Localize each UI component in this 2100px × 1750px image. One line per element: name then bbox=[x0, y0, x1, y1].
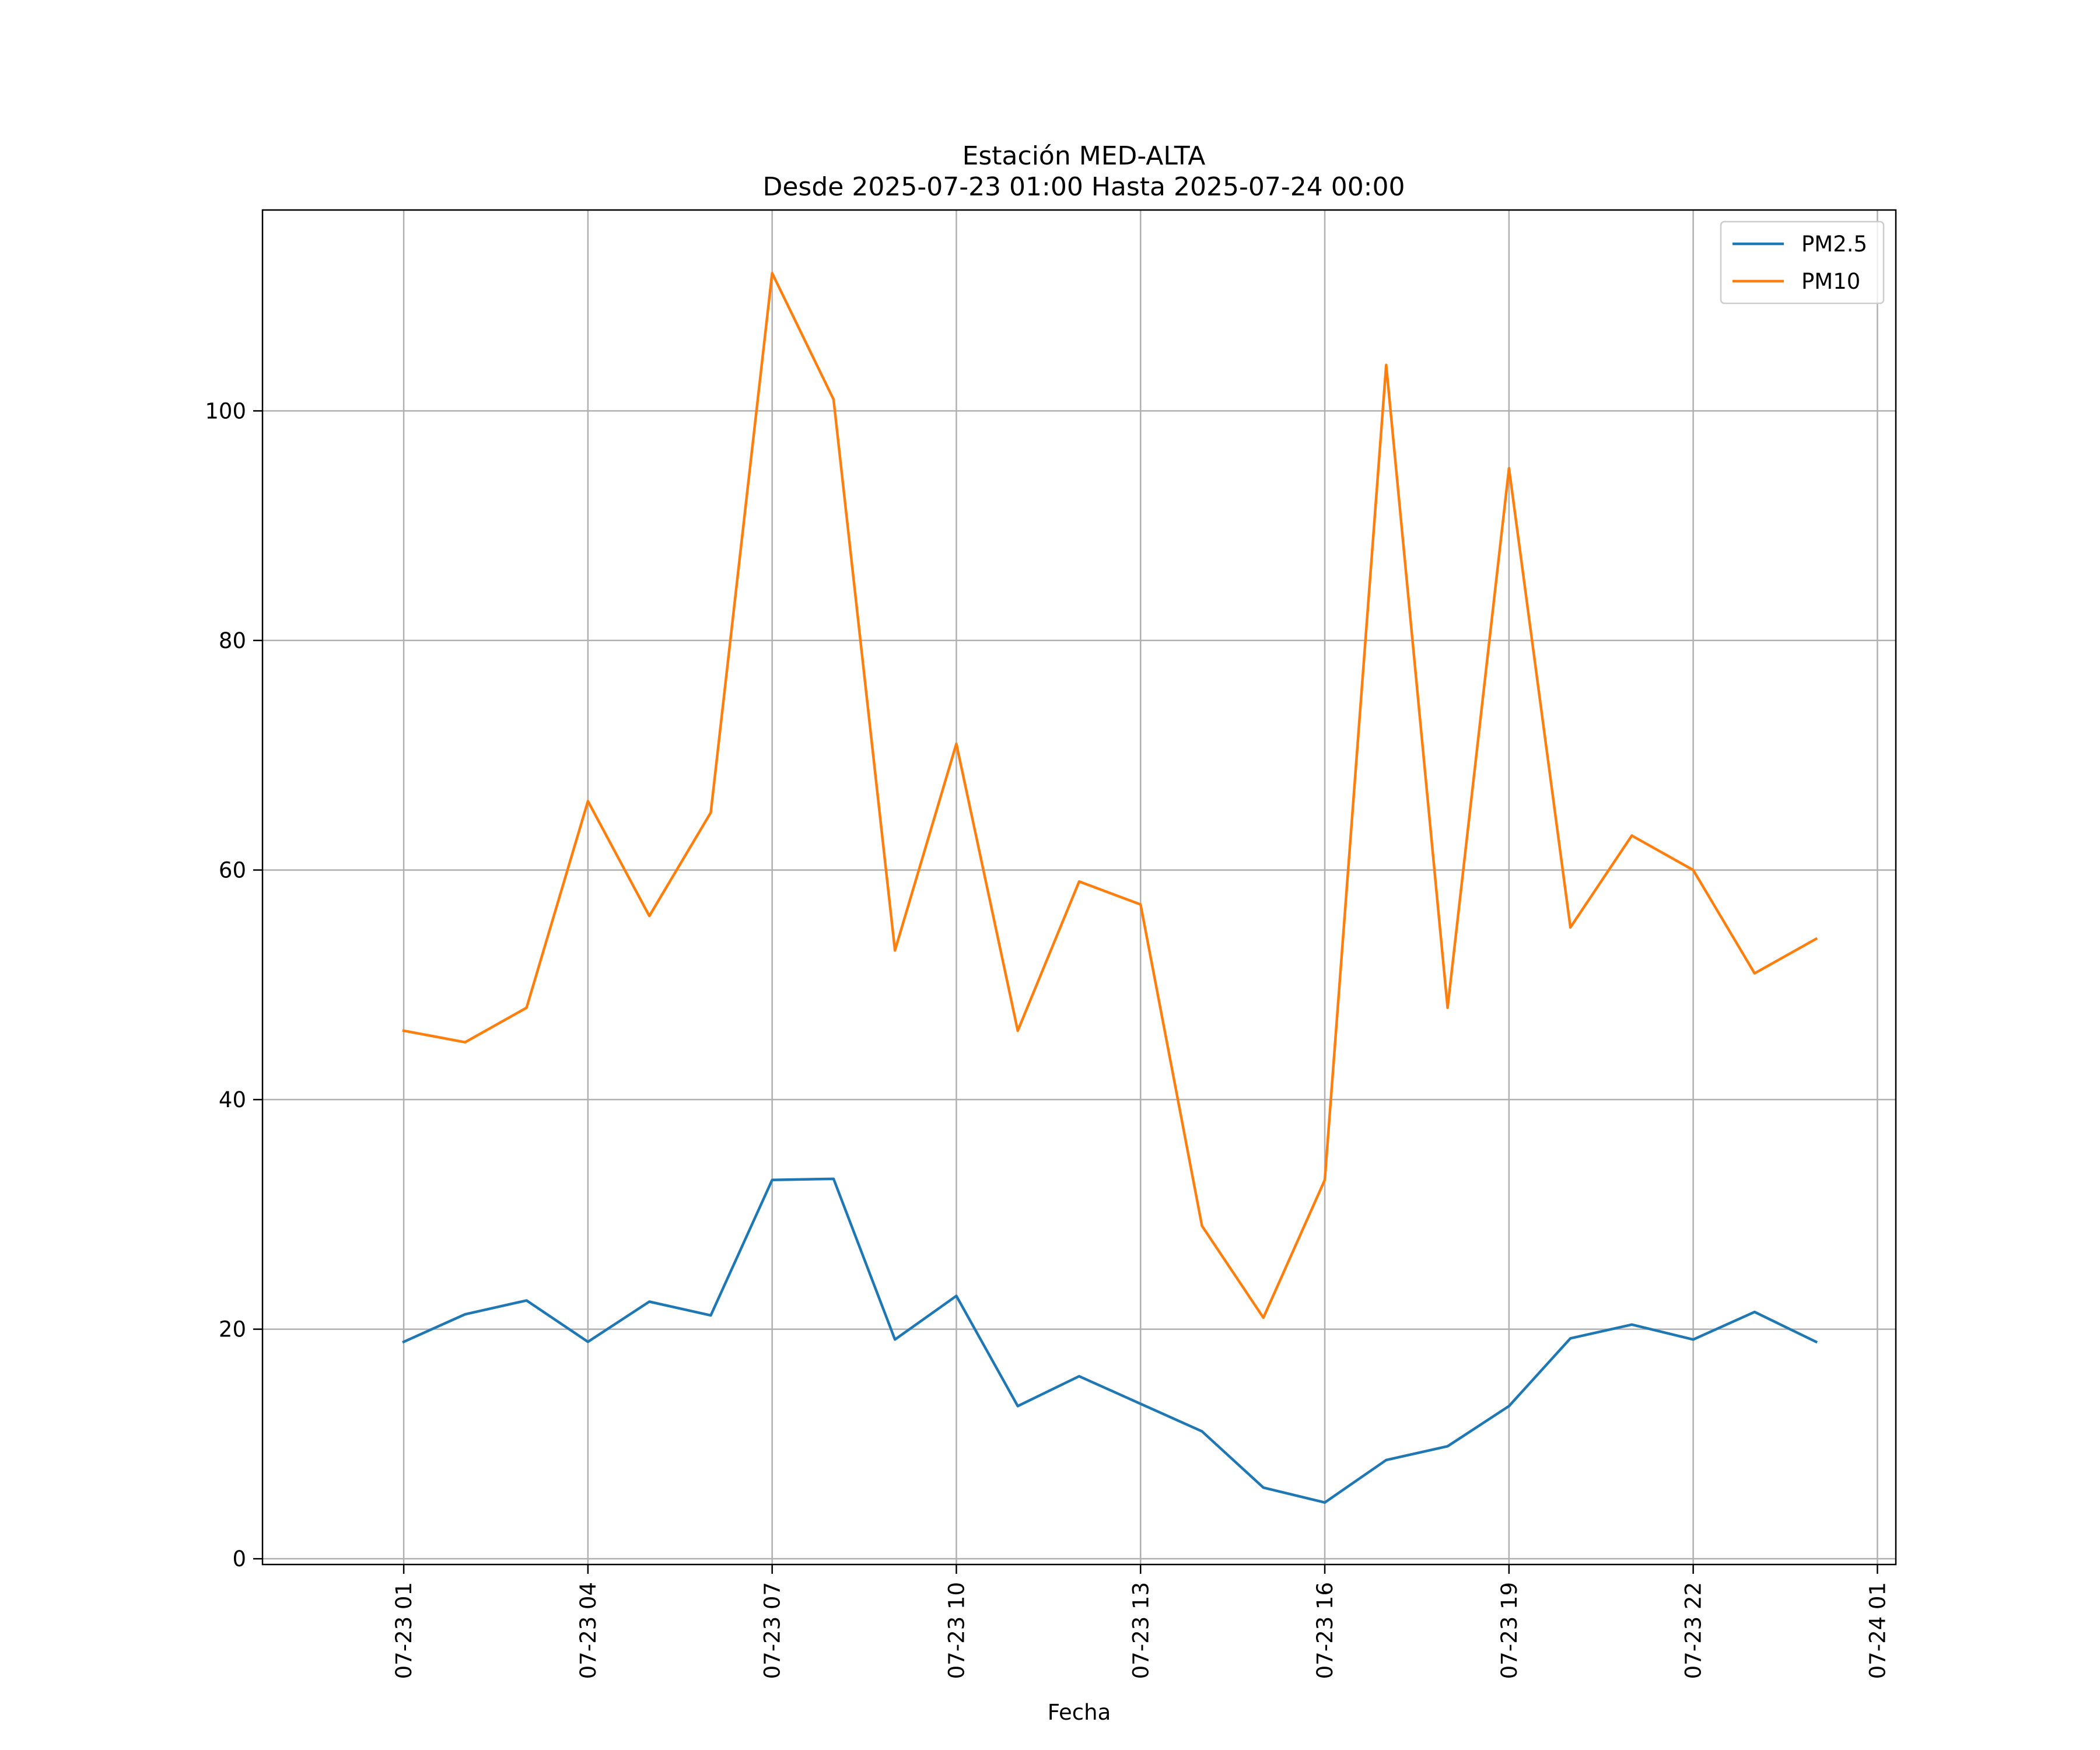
y-tick-label: 0 bbox=[232, 1546, 246, 1572]
legend-label-pm10: PM10 bbox=[1801, 269, 1860, 294]
x-tick-label: 07-23 13 bbox=[1128, 1582, 1153, 1679]
x-tick-label: 07-23 07 bbox=[760, 1582, 785, 1679]
legend: PM2.5 PM10 bbox=[1720, 220, 1885, 304]
x-tick-label: 07-23 19 bbox=[1497, 1582, 1522, 1679]
chart-subtitle: Desde 2025-07-23 01:00 Hasta 2025-07-24 … bbox=[762, 172, 1405, 202]
series-lines bbox=[402, 271, 1818, 1504]
grid-lines bbox=[262, 210, 1896, 1564]
axis-ticks: 07-23 01 07-23 04 07-23 07 07-23 10 07-23 13… bbox=[205, 398, 1890, 1679]
x-tick-label: 07-23 16 bbox=[1312, 1582, 1338, 1679]
y-tick-label: 20 bbox=[219, 1317, 246, 1342]
x-tick-label: 07-23 22 bbox=[1681, 1582, 1706, 1679]
legend-label-pm25: PM2.5 bbox=[1801, 232, 1867, 257]
series-line-pm25 bbox=[402, 1177, 1818, 1504]
y-tick-label: 60 bbox=[219, 858, 246, 883]
x-tick-label: 07-23 01 bbox=[391, 1582, 416, 1679]
chart-title: Estación MED-ALTA bbox=[963, 141, 1206, 171]
y-tick-label: 80 bbox=[219, 628, 246, 653]
x-tick-label: 07-23 10 bbox=[944, 1582, 969, 1679]
y-tick-label: 40 bbox=[219, 1087, 246, 1112]
x-tick-label: 07-23 04 bbox=[576, 1582, 601, 1679]
series-line-pm10 bbox=[402, 271, 1818, 1320]
legend-box bbox=[1720, 220, 1885, 304]
y-tick-label: 100 bbox=[205, 398, 246, 424]
plot-frame bbox=[261, 209, 1897, 1566]
x-axis-label: Fecha bbox=[1048, 1700, 1111, 1725]
x-tick-label: 07-24 01 bbox=[1865, 1582, 1890, 1679]
